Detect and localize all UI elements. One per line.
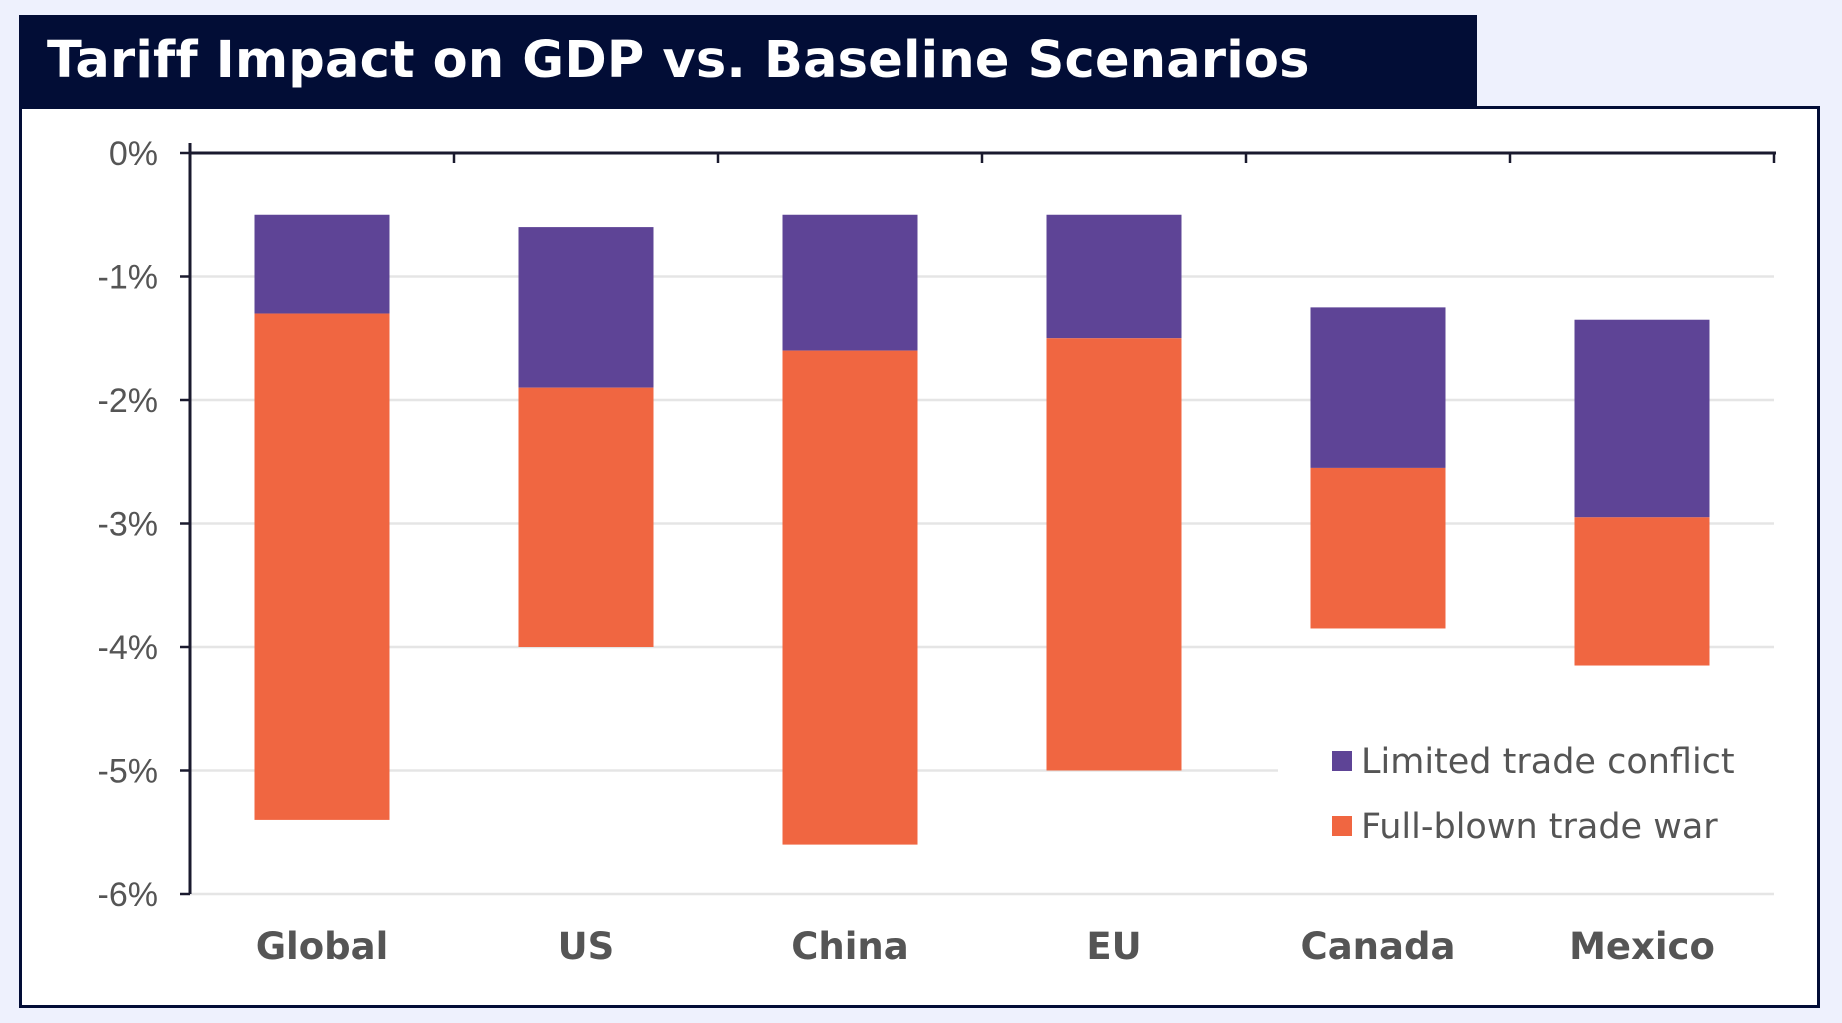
y-tick-label: -3%	[98, 506, 158, 544]
title-bar: Tariff Impact on GDP vs. Baseline Scenar…	[19, 15, 1477, 106]
x-category-label: China	[791, 925, 909, 968]
bar-limited-global	[254, 214, 390, 314]
y-tick-label: -2%	[98, 382, 158, 420]
y-tick-label: -5%	[98, 753, 158, 791]
bar-limited-us	[518, 227, 654, 388]
x-category-label: Canada	[1301, 925, 1456, 968]
bar-fullblown-global	[254, 313, 390, 820]
y-tick-label: -4%	[98, 629, 158, 667]
chart-title: Tariff Impact on GDP vs. Baseline Scenar…	[47, 31, 1310, 90]
legend-swatch-limited	[1332, 751, 1352, 771]
bar-fullblown-us	[518, 387, 654, 647]
legend-label-limited: Limited trade conflict	[1361, 742, 1735, 782]
bar-fullblown-china	[782, 350, 918, 845]
y-tick-label: 0%	[109, 135, 158, 173]
chart-frame: 0% -1% -2% -3% -4% -5% -6% Global US China EU Canad…	[19, 106, 1820, 1008]
x-category-label: Global	[256, 925, 389, 968]
y-tick-label: -6%	[98, 876, 158, 914]
bar-limited-mexico	[1574, 319, 1710, 518]
legend-background	[1278, 725, 1788, 865]
bar-limited-china	[782, 214, 918, 351]
x-category-label: Mexico	[1569, 925, 1715, 968]
bar-limited-eu	[1046, 214, 1182, 339]
chart-plot: 0% -1% -2% -3% -4% -5% -6% Global US China EU Canad…	[98, 135, 1788, 968]
bar-fullblown-mexico	[1574, 517, 1710, 666]
x-category-label: US	[558, 925, 615, 968]
legend-swatch-fullblown	[1332, 816, 1352, 836]
bar-fullblown-eu	[1046, 338, 1182, 771]
bar-limited-canada	[1310, 307, 1446, 468]
legend-label-fullblown: Full-blown trade war	[1361, 807, 1718, 847]
y-tick-label: -1%	[98, 259, 158, 297]
bar-fullblown-canada	[1310, 467, 1446, 629]
x-category-label: EU	[1086, 925, 1141, 968]
